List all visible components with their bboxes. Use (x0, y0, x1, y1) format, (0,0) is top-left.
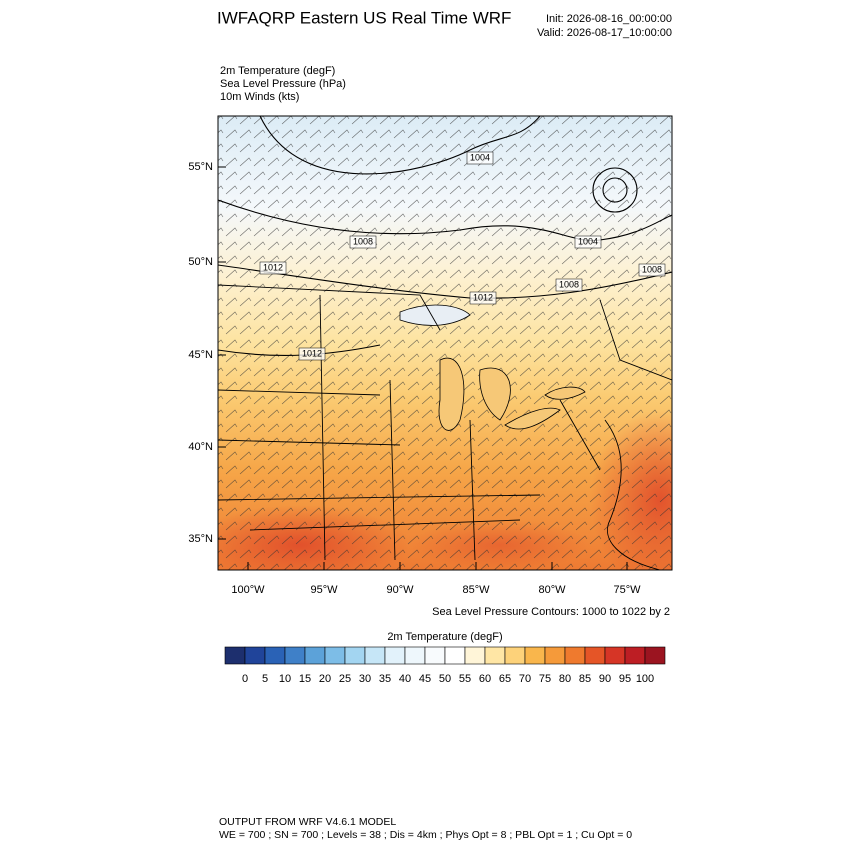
colorbar-label: 15 (299, 673, 311, 685)
colorbar-bin (444, 646, 466, 665)
colorbar-bin (564, 646, 586, 665)
lon-label: 90°W (386, 584, 414, 596)
colorbar-label: 55 (459, 673, 471, 685)
title: IWFAQRP Eastern US Real Time WRF (217, 8, 511, 27)
contour-label: 1012 (473, 292, 493, 302)
contour-label: 1012 (302, 348, 322, 358)
colorbar-label: 10 (279, 673, 291, 685)
footer-settings: WE = 700 ; SN = 700 ; Levels = 38 ; Dis … (219, 829, 632, 841)
colorbar-bin (404, 646, 426, 665)
valid-time: Valid: 2026-08-17_10:00:00 (537, 27, 672, 39)
colorbar-label: 95 (619, 673, 631, 685)
colorbar: 0 5 10 15 20 25 30 35 40 45 50 55 60 65 70 75 80 85 90 95 10… (224, 646, 666, 685)
colorbar-label: 75 (539, 673, 551, 685)
contour-label: 1008 (353, 236, 373, 246)
colorbar-label: 40 (399, 673, 411, 685)
colorbar-label: 80 (559, 673, 571, 685)
borders (218, 284, 672, 570)
colorbar-bin (504, 646, 526, 665)
contour-label: 1008 (642, 264, 662, 274)
colorbar-label: 100 (636, 673, 654, 685)
field-label: 2m Temperature (degF) (220, 65, 335, 77)
great-lakes (399, 304, 586, 431)
colorbar-bin (364, 646, 386, 665)
lat-label: 55°N (188, 161, 213, 173)
field-list: 2m Temperature (degF)Sea Level Pressure … (220, 65, 346, 103)
lon-label: 80°W (538, 584, 566, 596)
colorbar-label: 5 (262, 673, 268, 685)
footer-model: OUTPUT FROM WRF V4.6.1 MODEL (219, 816, 396, 828)
colorbar-bin (484, 646, 506, 665)
contour-label-box (259, 261, 287, 275)
lat-label: 35°N (188, 533, 213, 545)
colorbar-bin (524, 646, 546, 665)
colorbar-bin (284, 646, 306, 665)
lon-label: 85°W (462, 584, 490, 596)
map-axes: 55°N 50°N 45°N 40°N 35°N 100°W 95°W 90°W 85°W 80°… (188, 161, 641, 596)
lon-label: 75°W (613, 584, 641, 596)
map-frame (217, 115, 673, 571)
contour-label: 1004 (578, 236, 598, 246)
colorbar-bin (624, 646, 646, 665)
colorbar-bin (644, 646, 666, 665)
contour-label-box (298, 347, 326, 361)
map (218, 116, 672, 570)
colorbar-bin (224, 646, 246, 665)
contour-label-box (555, 278, 583, 292)
contour-label-box (638, 263, 666, 277)
colorbar-label: 30 (359, 673, 371, 685)
pressure-contours (218, 116, 672, 357)
contour-label-box (466, 151, 494, 165)
colorbar-label: 25 (339, 673, 351, 685)
colorbar-label: 35 (379, 673, 391, 685)
colorbar-bin (464, 646, 486, 665)
lon-label: 95°W (310, 584, 338, 596)
colorbar-label: 45 (419, 673, 431, 685)
wind-barbs (218, 116, 672, 570)
field-label: Sea Level Pressure (hPa) (220, 78, 346, 90)
lon-label: 100°W (231, 584, 265, 596)
colorbar-label: 60 (479, 673, 491, 685)
colorbar-bin (244, 646, 266, 665)
colorbar-bin (544, 646, 566, 665)
colorbar-label: 85 (579, 673, 591, 685)
contour-label: 1012 (263, 262, 283, 272)
colorbar-label: 50 (439, 673, 451, 685)
init-time: Init: 2026-08-16_00:00:00 (546, 13, 672, 25)
colorbar-bin (584, 646, 606, 665)
colorbar-bin (324, 646, 346, 665)
colorbar-bin (344, 646, 366, 665)
contour-note: Sea Level Pressure Contours: 1000 to 102… (432, 606, 670, 618)
colorbar-bin (384, 646, 406, 665)
colorbar-bin (304, 646, 326, 665)
contour-label-box (349, 235, 377, 249)
field-label: 10m Winds (kts) (220, 91, 299, 103)
contour-label: 1008 (559, 279, 579, 289)
colorbar-label: 0 (242, 673, 248, 685)
colorbar-bin (604, 646, 626, 665)
lat-label: 40°N (188, 441, 213, 453)
colorbar-bin (264, 646, 286, 665)
contour-label-box (469, 291, 497, 305)
colorbar-label: 20 (319, 673, 331, 685)
colorbar-label: 90 (599, 673, 611, 685)
colorbar-bin (424, 646, 446, 665)
colorbar-title: 2m Temperature (degF) (387, 631, 502, 643)
contour-label: 1004 (470, 152, 490, 162)
contour-label-box (574, 235, 602, 249)
lat-label: 45°N (188, 349, 213, 361)
contour-labels: 1004 1008 1012 1004 1008 1008 1012 1012 (259, 151, 666, 361)
lat-label: 50°N (188, 256, 213, 268)
colorbar-label: 70 (519, 673, 531, 685)
colorbar-label: 65 (499, 673, 511, 685)
